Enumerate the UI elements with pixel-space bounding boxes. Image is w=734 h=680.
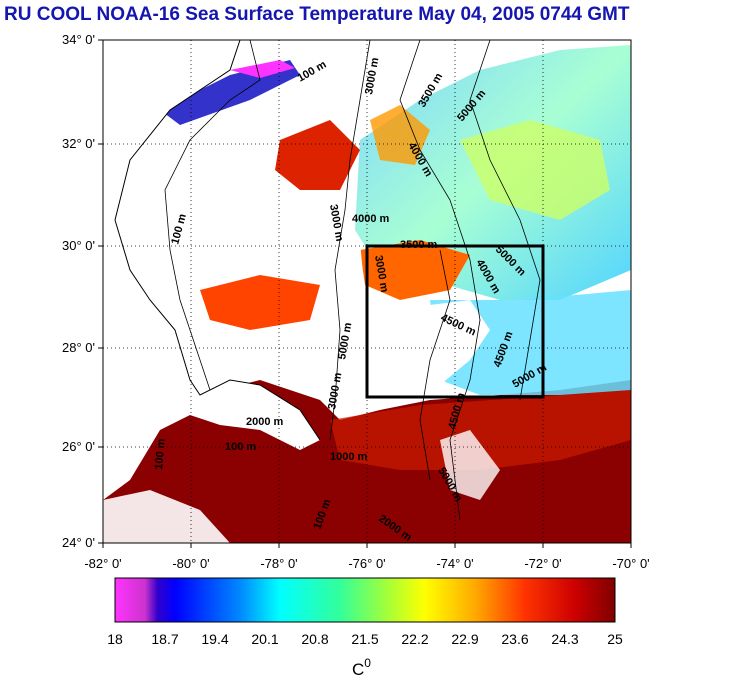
warm-patch-4 — [370, 105, 430, 165]
lon-label: -82° 0' — [84, 556, 121, 571]
lat-label: 24° 0' — [62, 535, 95, 550]
lon-label: -78° 0' — [260, 556, 297, 571]
colorbar-tick: 24.3 — [551, 631, 578, 647]
map-title: RU COOL NOAA-16 Sea Surface Temperature … — [4, 4, 630, 25]
lat-label: 34° 0' — [62, 32, 95, 47]
contour-label: 2000 m — [246, 416, 284, 428]
florida-land — [103, 40, 320, 500]
lon-label: -74° 0' — [436, 556, 473, 571]
lon-label: -70° 0' — [612, 556, 649, 571]
colorbar-tick: 19.4 — [201, 631, 228, 647]
colorbar — [114, 577, 616, 623]
colorbar-tick: 21.5 — [351, 631, 378, 647]
lon-label: -80° 0' — [172, 556, 209, 571]
lat-label: 28° 0' — [62, 340, 95, 355]
contour-4500m — [419, 249, 451, 481]
warm-patch-1 — [275, 120, 360, 190]
colorbar-tick: 23.6 — [501, 631, 528, 647]
contour-label: 4000 m — [352, 213, 390, 225]
colorbar-unit: C0 — [352, 656, 371, 679]
contour-100m — [164, 40, 261, 391]
colorbar-unit-sup: 0 — [364, 656, 371, 670]
warm-patch-3 — [360, 240, 470, 300]
yellow-patch — [460, 120, 610, 220]
warm-patch-2 — [200, 275, 320, 330]
study-area-box — [365, 244, 545, 399]
lon-label: -72° 0' — [524, 556, 561, 571]
contour-label: 100 m — [153, 438, 168, 470]
cloud-mask-sw — [103, 490, 230, 543]
colorbar-tick: 18 — [107, 631, 123, 647]
contour-label: 1000 m — [330, 451, 368, 463]
colorbar-tick: 22.2 — [401, 631, 428, 647]
contour-4000m — [399, 40, 481, 521]
cloud-mask-center — [365, 300, 490, 390]
coastline — [114, 40, 321, 441]
colorbar-tick: 20.1 — [251, 631, 278, 647]
contour-label: 100 m — [225, 441, 256, 453]
colorbar-labels: 18 18.7 19.4 20.1 20.8 21.5 22.2 22.9 23… — [107, 631, 623, 647]
lat-label: 30° 0' — [62, 238, 95, 253]
colorbar-tick: 22.9 — [451, 631, 478, 647]
warm-water-band — [330, 390, 631, 470]
frame-ticks — [98, 39, 632, 548]
cloud-mask-west — [150, 180, 330, 280]
colorbar-tick: 20.8 — [301, 631, 328, 647]
lat-label: 26° 0' — [62, 439, 95, 454]
sst-imagery: 100 m 3000 m 3500 m 5000 m 4000 m 3000 m… — [103, 40, 631, 543]
colorbar-tick: 25 — [607, 631, 623, 647]
lon-label: -76° 0' — [348, 556, 385, 571]
contour-3000m — [329, 40, 371, 441]
contour-5000m — [469, 40, 541, 401]
lat-label: 32° 0' — [62, 136, 95, 151]
colorbar-tick: 18.7 — [151, 631, 178, 647]
bahamas-shallows — [330, 240, 365, 410]
